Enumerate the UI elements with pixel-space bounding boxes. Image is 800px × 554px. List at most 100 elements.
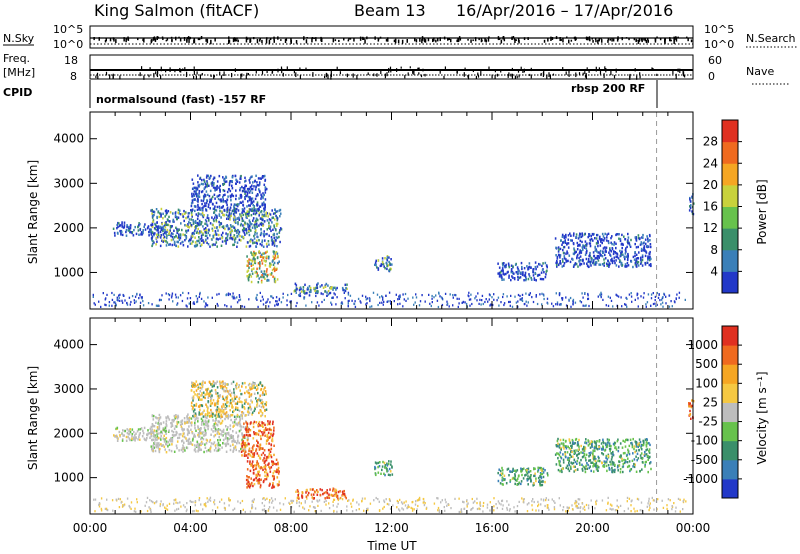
echo-cell	[198, 185, 200, 188]
echo-cell	[510, 264, 513, 267]
echo-cell	[234, 174, 237, 178]
echo-cell	[232, 243, 234, 247]
ground-scatter-cell	[207, 500, 209, 503]
ground-scatter-cell	[164, 506, 166, 509]
echo-cell	[191, 232, 194, 235]
echo-cell	[507, 270, 509, 274]
echo-cell	[222, 213, 224, 216]
ground-scatter-cell	[535, 295, 537, 298]
echo-cell	[615, 246, 617, 250]
ground-scatter-cell	[224, 508, 226, 511]
ground-scatter-cell	[492, 303, 494, 307]
echo-cell	[621, 242, 624, 246]
echo-cell	[256, 203, 258, 206]
echo-cell	[563, 262, 566, 265]
echo-cell	[229, 415, 231, 418]
echo-cell	[616, 233, 618, 236]
echo-cell	[258, 429, 260, 433]
echo-cell	[643, 241, 645, 244]
echo-cell	[248, 428, 250, 431]
echo-cell	[171, 225, 173, 228]
nsky-mark	[594, 38, 597, 41]
ground-scatter-cell	[365, 303, 367, 306]
freq-mark	[193, 75, 195, 80]
echo-cell	[199, 408, 201, 411]
ground-scatter-cell	[272, 296, 274, 300]
freq-mark	[444, 66, 446, 71]
echo-cell	[210, 433, 212, 436]
echo-cell	[181, 419, 184, 422]
echo-cell	[189, 440, 192, 444]
ground-scatter-cell	[115, 498, 117, 501]
ground-scatter-cell	[575, 501, 577, 504]
echo-cell	[261, 259, 263, 262]
echo-cell	[202, 199, 205, 203]
ground-scatter-cell	[631, 300, 633, 303]
echo-cell	[690, 204, 692, 207]
echo-cell	[272, 250, 275, 253]
echo-cell	[268, 255, 270, 258]
echo-cell	[581, 234, 584, 237]
echo-cell	[639, 243, 642, 246]
ground-scatter-cell	[397, 298, 399, 301]
echo-cell	[249, 204, 251, 207]
echo-cell	[171, 421, 173, 425]
echo-cell	[197, 448, 200, 451]
echo-cell	[248, 204, 250, 207]
echo-cell	[246, 439, 249, 442]
echo-cell	[258, 205, 261, 208]
ground-scatter-cell	[640, 501, 643, 504]
echo-cell	[161, 226, 163, 229]
echo-cell	[221, 395, 224, 398]
echo-cell	[200, 223, 202, 226]
ground-scatter-cell	[372, 291, 375, 294]
echo-cell	[200, 213, 202, 216]
echo-cell	[171, 243, 174, 247]
ground-scatter-cell	[630, 504, 632, 507]
echo-cell	[224, 200, 226, 203]
echo-cell	[239, 201, 242, 204]
echo-cell	[527, 277, 530, 281]
ground-scatter-cell	[501, 499, 504, 502]
echo-cell	[255, 185, 257, 189]
ground-scatter-cell	[397, 303, 399, 306]
nsky-mark	[481, 39, 483, 42]
echo-cell	[241, 185, 243, 189]
echo-cell	[642, 236, 644, 239]
echo-cell	[264, 264, 267, 267]
echo-cell	[542, 262, 544, 265]
echo-cell	[272, 275, 274, 278]
echo-cell	[270, 428, 273, 432]
ground-scatter-cell	[133, 299, 135, 302]
echo-cell	[263, 183, 266, 186]
echo-cell	[207, 217, 210, 220]
echo-cell	[261, 213, 264, 216]
ground-scatter-cell	[623, 510, 626, 513]
echo-cell	[196, 221, 199, 225]
echo-cell	[613, 243, 615, 246]
freq-tick-low: 8	[70, 70, 77, 83]
ground-scatter-cell	[373, 499, 375, 502]
beam-title: Beam 13	[354, 1, 426, 20]
echo-cell	[214, 389, 217, 392]
nave-tick-high: 60	[708, 54, 722, 67]
echo-cell	[237, 434, 239, 437]
echo-cell	[598, 255, 600, 258]
echo-cell	[526, 265, 528, 268]
ground-scatter-cell	[418, 304, 421, 307]
echo-cell	[198, 183, 201, 187]
echo-cell	[229, 427, 232, 431]
ground-scatter-cell	[508, 503, 510, 506]
echo-cell	[262, 195, 264, 198]
echo-cell	[621, 263, 624, 267]
echo-cell	[644, 263, 647, 266]
echo-cell	[268, 428, 271, 431]
echo-cell	[200, 417, 203, 421]
echo-cell	[220, 410, 223, 413]
ground-scatter-cell	[637, 305, 639, 308]
freq-mark	[149, 67, 151, 70]
echo-cell	[158, 442, 160, 445]
echo-cell	[203, 180, 206, 183]
echo-cell	[265, 256, 268, 260]
echo-cell	[641, 258, 644, 262]
